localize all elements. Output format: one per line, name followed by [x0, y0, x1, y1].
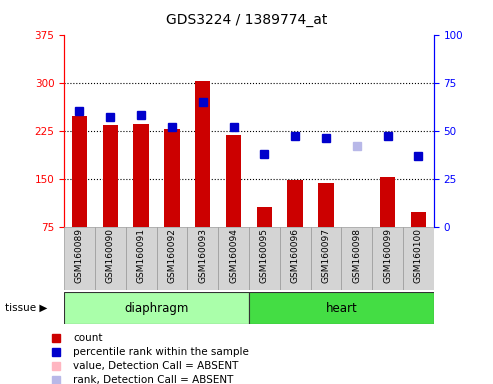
Bar: [311, 227, 341, 290]
Text: GSM160097: GSM160097: [321, 228, 330, 283]
Bar: [187, 227, 218, 290]
Text: diaphragm: diaphragm: [124, 302, 189, 314]
Bar: [287, 180, 303, 227]
Text: GSM160092: GSM160092: [168, 228, 176, 283]
Bar: [372, 227, 403, 290]
Text: GSM160099: GSM160099: [383, 228, 392, 283]
Text: GSM160091: GSM160091: [137, 228, 145, 283]
Bar: [195, 81, 211, 227]
Text: GDS3224 / 1389774_at: GDS3224 / 1389774_at: [166, 13, 327, 27]
Text: GSM160095: GSM160095: [260, 228, 269, 283]
Text: heart: heart: [325, 302, 357, 314]
Bar: [249, 292, 434, 324]
Bar: [157, 227, 187, 290]
Text: GSM160093: GSM160093: [198, 228, 207, 283]
Bar: [95, 227, 126, 290]
Bar: [226, 135, 241, 227]
Bar: [218, 227, 249, 290]
Bar: [411, 212, 426, 227]
Bar: [380, 177, 395, 227]
Text: GSM160100: GSM160100: [414, 228, 423, 283]
Bar: [64, 292, 249, 324]
Bar: [164, 129, 179, 227]
Text: GSM160090: GSM160090: [106, 228, 115, 283]
Bar: [134, 124, 149, 227]
Text: GSM160096: GSM160096: [291, 228, 300, 283]
Text: GSM160089: GSM160089: [75, 228, 84, 283]
Bar: [103, 126, 118, 227]
Bar: [72, 116, 87, 227]
Bar: [341, 227, 372, 290]
Text: tissue ▶: tissue ▶: [5, 303, 47, 313]
Bar: [403, 227, 434, 290]
Bar: [318, 183, 334, 227]
Bar: [126, 227, 157, 290]
Text: GSM160094: GSM160094: [229, 228, 238, 283]
Text: rank, Detection Call = ABSENT: rank, Detection Call = ABSENT: [73, 375, 233, 384]
Text: GSM160098: GSM160098: [352, 228, 361, 283]
Bar: [249, 227, 280, 290]
Bar: [257, 207, 272, 227]
Text: percentile rank within the sample: percentile rank within the sample: [73, 347, 249, 357]
Bar: [64, 227, 95, 290]
Text: value, Detection Call = ABSENT: value, Detection Call = ABSENT: [73, 361, 238, 371]
Bar: [280, 227, 311, 290]
Text: count: count: [73, 333, 103, 343]
